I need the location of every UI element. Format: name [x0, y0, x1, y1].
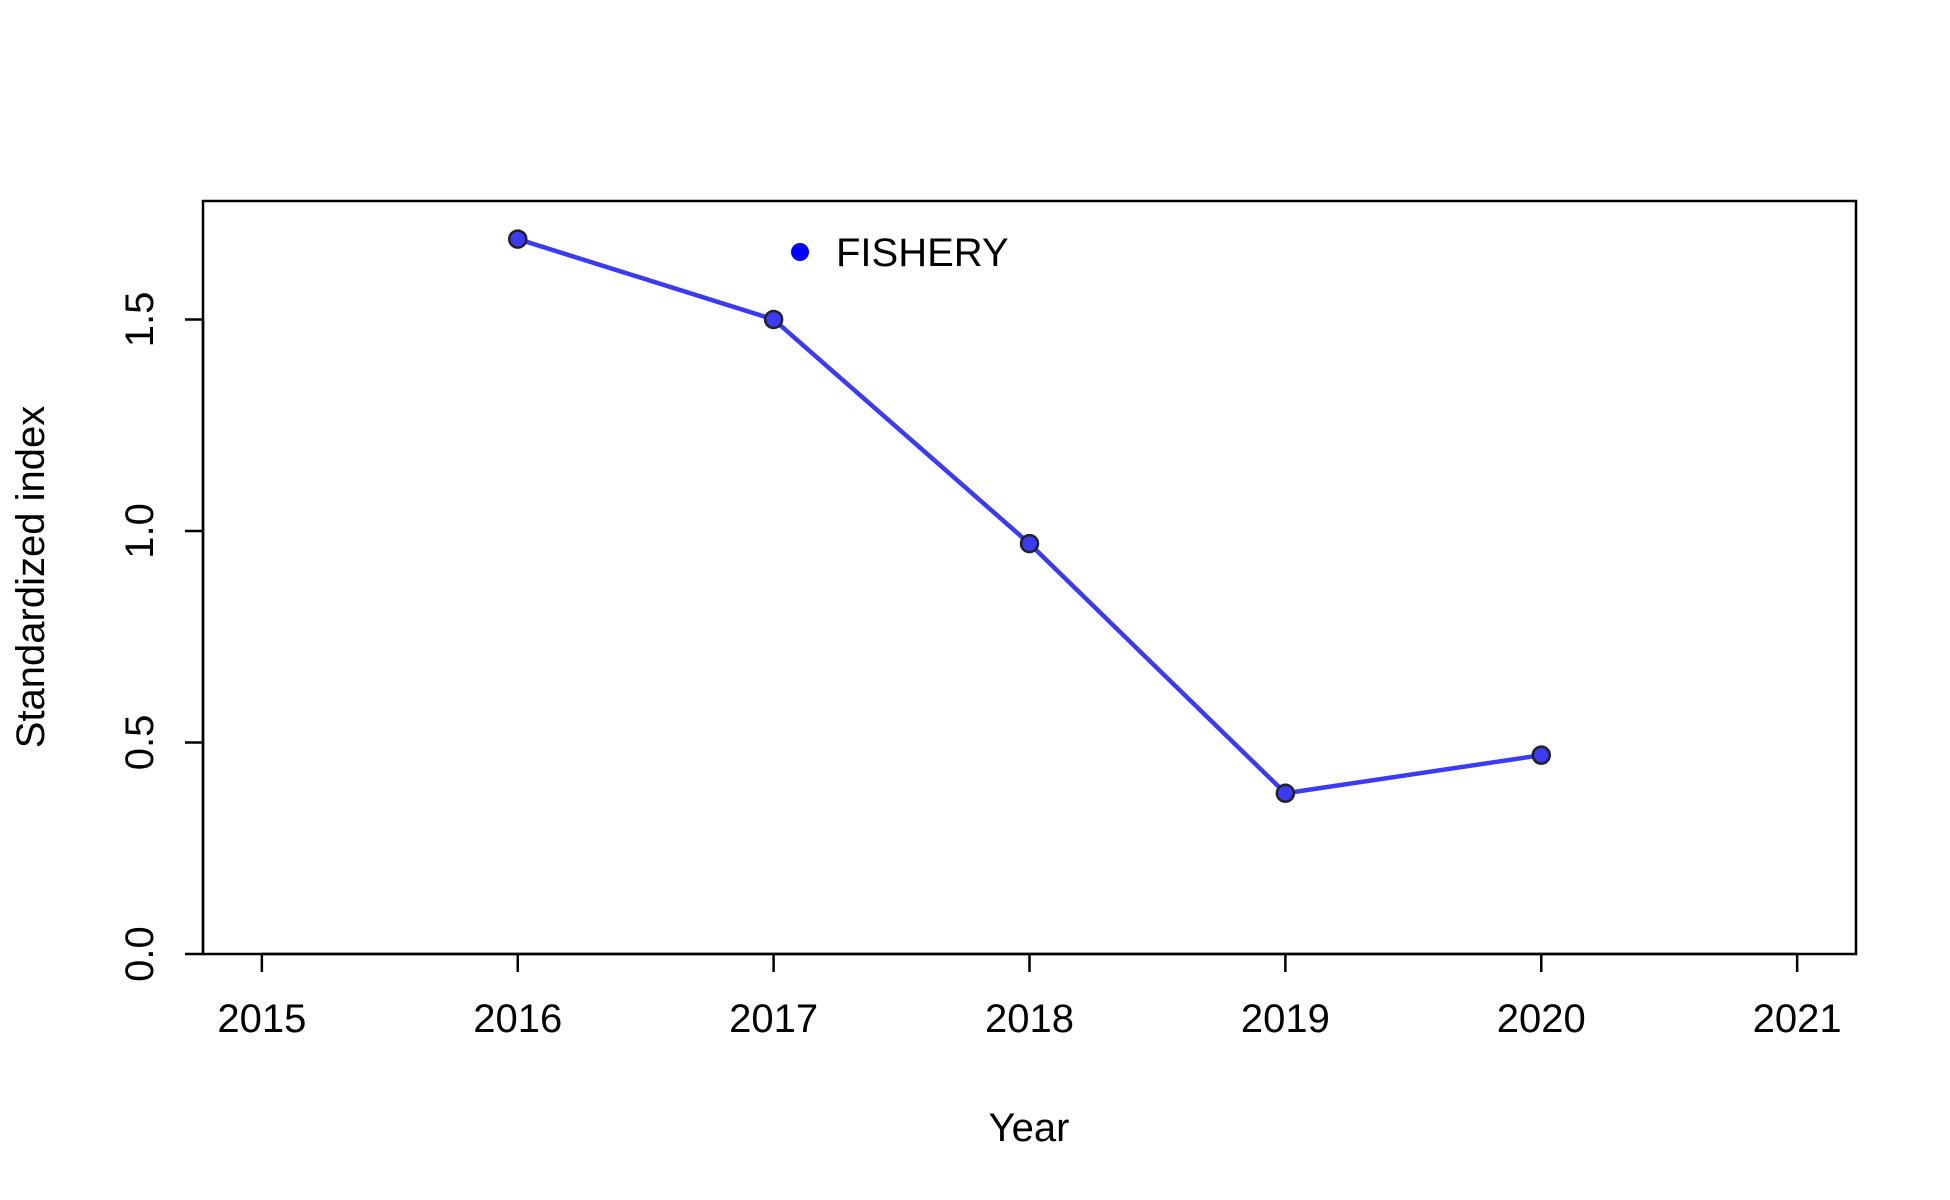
data-point: [507, 229, 528, 249]
x-tick-label: 2019: [1241, 997, 1330, 1041]
y-tick-label: 0.0: [118, 926, 162, 982]
series-line-0: [517, 236, 1542, 796]
legend-label: FISHERY: [836, 231, 1009, 275]
legend-marker: [791, 243, 809, 261]
y-axis-label: Standardized index: [9, 406, 53, 748]
x-tick-label: 2017: [729, 997, 818, 1041]
y-tick-label: 1.0: [118, 503, 162, 559]
legend: FISHERY: [791, 231, 1009, 275]
data-point: [1275, 783, 1296, 803]
y-tick-label: 1.5: [118, 292, 162, 348]
x-tick-label: 2018: [985, 997, 1074, 1041]
x-tick-label: 2016: [473, 997, 562, 1041]
x-tick-label: 2020: [1497, 997, 1586, 1041]
data-point: [1531, 745, 1552, 765]
x-axis: 2015 2016 2017 2018 2019 2020 2021: [217, 952, 1842, 1041]
data-point: [1019, 533, 1040, 554]
y-tick-label: 0.5: [118, 715, 162, 771]
y-axis: 0.0 0.5 1.0 1.5: [118, 292, 205, 982]
plot-frame: [201, 199, 1858, 956]
x-tick-label: 2021: [1753, 997, 1842, 1041]
data-point: [763, 309, 784, 330]
x-axis-label: Year: [989, 1106, 1070, 1150]
series-layer: [507, 229, 1552, 803]
x-tick-label: 2015: [217, 997, 306, 1041]
